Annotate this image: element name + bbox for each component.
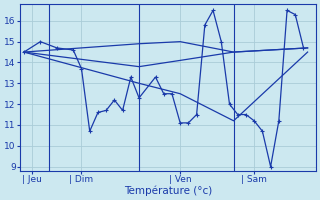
X-axis label: Température (°c): Température (°c) — [124, 185, 212, 196]
